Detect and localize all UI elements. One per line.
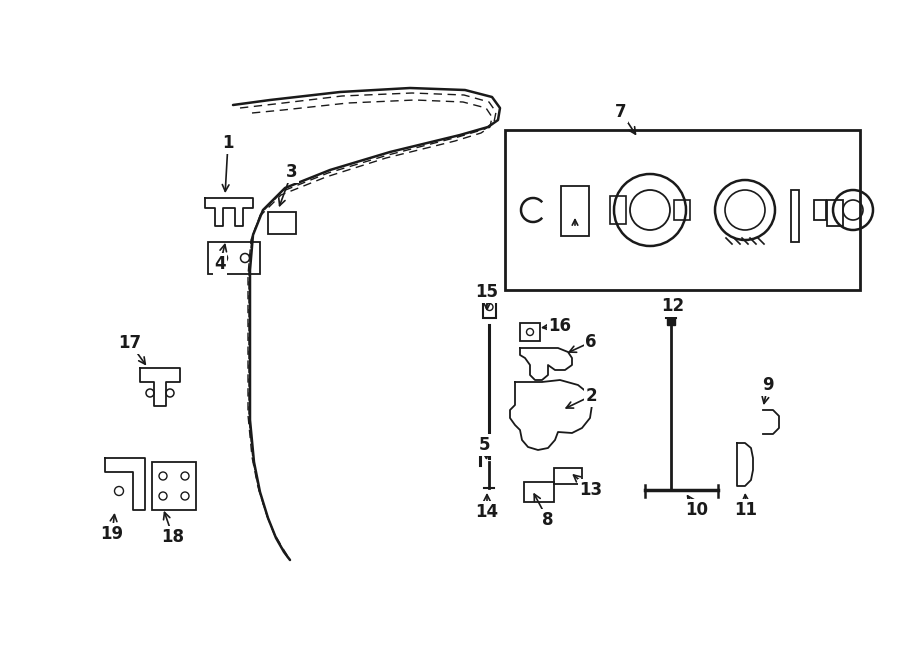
Bar [483, 296, 496, 318]
Text: 10: 10 [686, 501, 708, 519]
Bar [814, 200, 826, 220]
Bar [524, 482, 554, 502]
Bar [520, 323, 540, 341]
Text: 7: 7 [616, 103, 626, 121]
Bar [827, 200, 843, 226]
Bar [791, 190, 799, 242]
Bar [152, 462, 196, 510]
Bar [268, 212, 296, 234]
Text: 15: 15 [475, 283, 499, 301]
Text: 6: 6 [585, 333, 597, 351]
Text: 1: 1 [222, 134, 234, 152]
Text: 9: 9 [762, 376, 774, 394]
Bar [561, 186, 589, 236]
Text: 16: 16 [548, 317, 572, 335]
Text: 5: 5 [479, 436, 490, 454]
Text: 17: 17 [119, 334, 141, 352]
Text: 18: 18 [161, 528, 184, 546]
Bar [505, 130, 860, 290]
Text: 19: 19 [101, 525, 123, 543]
Bar [674, 200, 690, 220]
Bar [667, 318, 675, 325]
Text: 14: 14 [475, 503, 499, 521]
Text: 4: 4 [214, 255, 226, 273]
Text: 12: 12 [662, 297, 685, 315]
Text: 2: 2 [585, 387, 597, 405]
Text: 11: 11 [734, 501, 758, 519]
Bar [554, 468, 582, 484]
Text: 3: 3 [286, 163, 298, 181]
Bar [208, 242, 260, 274]
Text: 13: 13 [580, 481, 603, 499]
Bar [610, 196, 626, 224]
Text: 8: 8 [542, 511, 554, 529]
